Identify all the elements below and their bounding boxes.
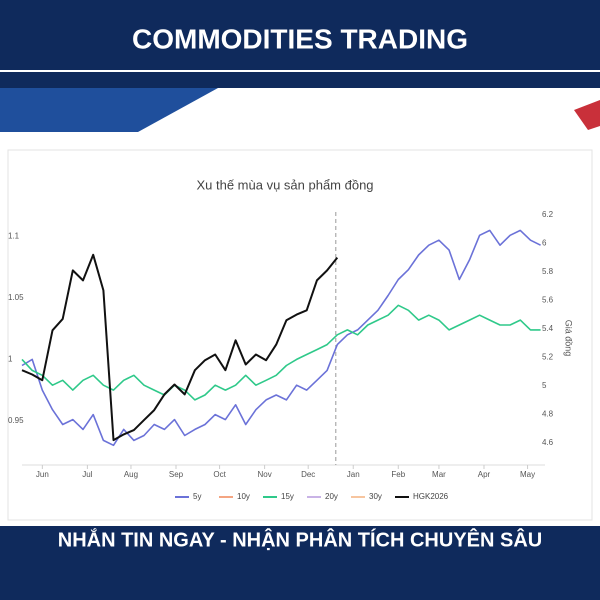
header-title: COMMODITIES TRADING [132,23,468,54]
y2-tick-label: 5.6 [542,295,554,304]
legend-label: 10y [237,492,250,501]
series-line [21,304,541,401]
header-band [0,0,600,70]
y2-tick-label: 4.6 [542,438,554,447]
x-tick-label: May [520,470,535,479]
legend-label: 15y [281,492,294,501]
legend-label: 5y [193,492,201,501]
x-tick-label: Apr [478,470,491,479]
chart-card [7,149,593,521]
y-tick-label: 1.05 [8,293,24,302]
footer-text: NHẮN TIN NGAY - NHẬN PHÂN TÍCH CHUYÊN SÂ… [58,527,542,551]
logo [574,100,600,130]
y2-tick-label: 6 [542,238,547,247]
header-stripe [0,72,600,88]
chart-title: Xu thế mùa vụ sản phẩm đồng [196,177,373,192]
header-accent [0,88,218,132]
series-line [21,229,541,447]
legend-label: HGK2026 [413,492,449,501]
y2-tick-label: 5 [542,381,547,390]
legend-label: 30y [369,492,382,501]
x-tick-label: Dec [301,470,315,479]
footer-band [0,526,600,600]
x-tick-label: Sep [169,470,184,479]
x-tick-label: Oct [213,470,226,479]
y-tick-label: 0.95 [8,416,24,425]
x-tick-label: Jan [347,470,360,479]
y2-tick-label: 5.4 [542,324,554,333]
y2-tick-label: 6.2 [542,210,554,219]
y2-tick-label: 5.2 [542,352,554,361]
y-tick-label: 1 [8,354,13,363]
x-tick-label: Mar [432,470,446,479]
x-tick-label: Jun [36,470,49,479]
y-tick-label: 1.1 [8,232,20,241]
x-tick-label: Jul [82,470,92,479]
y2-tick-label: 5.8 [542,267,554,276]
x-tick-label: Feb [391,470,405,479]
x-tick-label: Nov [257,470,271,479]
series-line [21,253,339,442]
legend-label: 20y [325,492,338,501]
x-tick-label: Aug [124,470,138,479]
y2-tick-label: 4.8 [542,410,554,419]
y2-axis-title: Giá đồng [564,320,574,357]
plot: 0.95 1 1.05 1.1 4.6 4.8 5 5.2 5.4 5.6 5.8 6 6.2 Jun Ju… [8,210,554,501]
